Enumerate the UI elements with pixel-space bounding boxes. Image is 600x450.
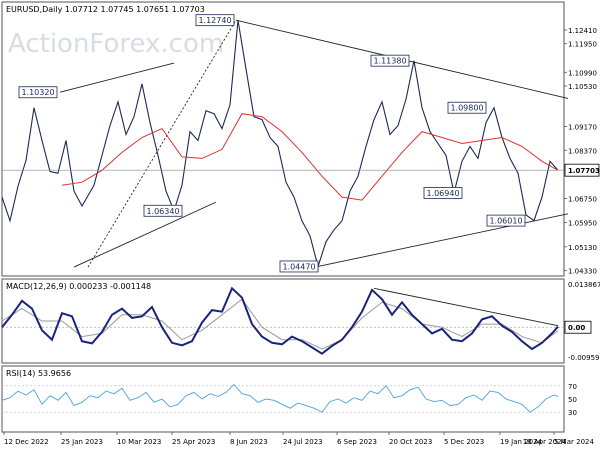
main-y-tick-label-5: 1.08370 — [568, 147, 597, 155]
x-tick-label-11: 18 Apr 2024 — [523, 438, 567, 446]
macd-y-tick-label-2: -0.009599 — [568, 354, 600, 362]
swing-label-2: 1.11380 — [373, 57, 406, 66]
macd-line — [1, 286, 559, 355]
swing-label-3: 1.09800 — [450, 104, 483, 113]
x-tick-label-6: 6 Sep 2023 — [337, 438, 377, 446]
main-y-tick-label-2: 1.10990 — [568, 69, 597, 77]
x-tick-label-8: 5 Dec 2023 — [444, 438, 484, 446]
main-y-tick-label-1: 1.11950 — [568, 41, 597, 49]
current-price-box — [564, 163, 600, 177]
swing-label-4: 1.06340 — [146, 207, 179, 216]
rsi-plot — [1, 383, 564, 413]
macd-trendline — [373, 287, 559, 327]
x-tick-label-7: 20 Oct 2023 — [389, 438, 432, 446]
x-tick-label-10: 5 Mar 2024 — [554, 438, 594, 446]
swing-label-1: 1.12740 — [198, 16, 231, 25]
macd-plot — [1, 286, 564, 355]
macd-title: MACD(12,26,9) 0.000233 -0.001148 — [6, 282, 151, 291]
main-y-tick-label-6: 1.07703 — [568, 167, 600, 175]
swing-label-box-1 — [195, 14, 235, 27]
rsi-y-tick-label-2: 30 — [568, 409, 577, 417]
swing-label-box-4 — [143, 204, 183, 217]
x-tick-label-5: 24 Jul 2023 — [283, 438, 323, 446]
swing-label-box-2 — [370, 54, 410, 67]
macd-y-tick-label-1: 0.00 — [568, 324, 585, 332]
swing-label-box-5 — [423, 187, 463, 199]
rsi-y-tick-label-0: 70 — [568, 383, 577, 391]
swing-label-box-3 — [447, 101, 487, 114]
swing-label-5: 1.06940 — [426, 189, 459, 198]
rsi-title: RSI(14) 53.9656 — [6, 369, 71, 378]
main-y-tick-label-9: 1.05130 — [568, 244, 597, 252]
swing-label-0: 1.10320 — [21, 88, 54, 97]
price-series-line — [1, 20, 559, 269]
main-y-tick-label-3: 1.10530 — [568, 83, 597, 91]
rsi-panel — [1, 365, 565, 433]
macd-y-tick-label-0: 0.013867 — [568, 281, 600, 289]
swing-label-box-6 — [486, 214, 526, 227]
main-y-tick-label-8: 1.05950 — [568, 219, 597, 227]
x-tick-label-1: 25 Jan 2023 — [61, 438, 103, 446]
trendline-0 — [59, 62, 175, 93]
trendline-1 — [73, 201, 217, 268]
x-tick-label-3: 25 Apr 2023 — [172, 438, 215, 446]
x-tick-label-2: 10 Mar 2023 — [117, 438, 161, 446]
swing-label-box-7 — [279, 260, 319, 273]
macd-signal-line — [1, 298, 559, 350]
rsi-line — [1, 383, 559, 413]
main-header: EURUSD,Daily 1.07712 1.07745 1.07651 1.0… — [6, 5, 205, 14]
axes: 1.12410 1.11950 1.10990 1.10530 1.09170 1.083… — [3, 27, 600, 446]
watermark: ActionForex.com — [8, 29, 224, 59]
main-plot: 1.10320 1.12740 1.11380 1.09800 1.06340 1.069… — [1, 14, 569, 273]
main-y-tick-label-0: 1.12410 — [568, 27, 597, 35]
x-tick-label-4: 8 Jun 2023 — [230, 438, 268, 446]
macd-current-box — [564, 320, 592, 334]
x-tick-label-0: 12 Dec 2022 — [4, 438, 49, 446]
trendline-4 — [317, 213, 569, 267]
swing-label-box-0 — [18, 86, 58, 99]
swing-label-7: 1.04470 — [282, 262, 315, 271]
x-tick-label-9: 19 Jan 2024 — [500, 438, 543, 446]
main-y-tick-label-10: 1.04330 — [568, 268, 597, 276]
moving-average-line — [61, 113, 559, 201]
swing-label-6: 1.06010 — [489, 217, 522, 226]
main-y-tick-label-7: 1.06750 — [568, 196, 597, 204]
macd-panel — [1, 278, 565, 364]
main-panel — [1, 1, 565, 277]
main-y-tick-label-4: 1.09170 — [568, 123, 597, 131]
rsi-y-tick-label-1: 50 — [568, 396, 577, 404]
